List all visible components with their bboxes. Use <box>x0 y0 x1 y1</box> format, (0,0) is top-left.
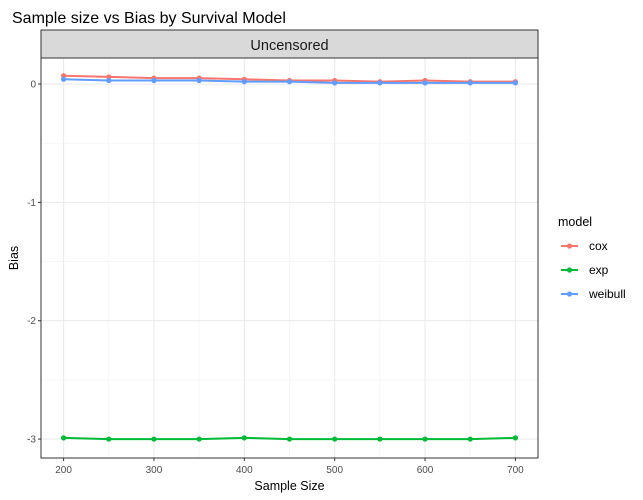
legend-key-point <box>566 243 573 249</box>
x-tick-label: 400 <box>236 465 253 476</box>
data-point-exp <box>332 436 338 442</box>
data-point-weibull <box>196 77 202 84</box>
legend-label-cox: cox <box>589 239 608 253</box>
data-point-weibull <box>151 77 157 84</box>
data-point-weibull <box>106 77 112 84</box>
data-point-exp <box>286 436 293 442</box>
data-point-weibull <box>286 79 293 85</box>
data-point-weibull <box>332 80 338 86</box>
data-point-weibull <box>60 76 67 82</box>
x-axis: 200 300 400 500 600 700 <box>55 458 524 476</box>
legend-key-point <box>566 267 573 273</box>
y-tick-label: -3 <box>27 435 36 446</box>
data-point-exp <box>196 436 202 442</box>
facet-label: Uncensored <box>250 38 328 54</box>
legend-key-weibull <box>561 291 578 297</box>
data-point-exp <box>60 435 67 441</box>
y-tick-label: 0 <box>30 80 36 91</box>
x-tick-label: 500 <box>326 465 343 476</box>
data-point-exp <box>467 436 473 442</box>
x-axis-title: Sample Size <box>254 479 324 493</box>
data-point-weibull <box>422 80 428 86</box>
y-tick-label: -2 <box>27 316 36 327</box>
legend-title: model <box>558 215 592 229</box>
legend-label-exp: exp <box>589 263 609 277</box>
y-tick-label: -1 <box>27 198 36 209</box>
data-point-weibull <box>241 79 247 85</box>
data-point-exp <box>512 435 519 441</box>
chart-title: Sample size vs Bias by Survival Model <box>12 10 286 27</box>
series-layer <box>60 73 519 442</box>
y-axis-title: Bias <box>7 246 21 270</box>
data-point-exp <box>422 436 428 442</box>
legend-key-exp <box>561 267 578 273</box>
legend: model cox exp weibull <box>558 215 626 301</box>
data-point-exp <box>241 435 247 441</box>
plot-panel-border <box>40 57 539 459</box>
data-point-weibull <box>377 80 383 86</box>
data-point-weibull <box>467 80 473 86</box>
series-exp <box>60 435 519 442</box>
legend-label-weibull: weibull <box>588 287 626 301</box>
series-weibull <box>60 76 519 86</box>
data-point-weibull <box>512 80 519 86</box>
legend-key-point <box>566 291 573 297</box>
legend-key-cox <box>561 243 578 249</box>
x-tick-label: 200 <box>55 465 72 476</box>
data-point-exp <box>106 436 112 442</box>
data-point-exp <box>377 436 383 442</box>
x-tick-label: 700 <box>507 465 524 476</box>
y-axis: 0 -1 -2 -3 <box>27 80 41 446</box>
facet-strip <box>40 29 539 59</box>
x-tick-label: 600 <box>417 465 434 476</box>
data-point-exp <box>151 436 157 442</box>
x-tick-label: 300 <box>146 465 163 476</box>
